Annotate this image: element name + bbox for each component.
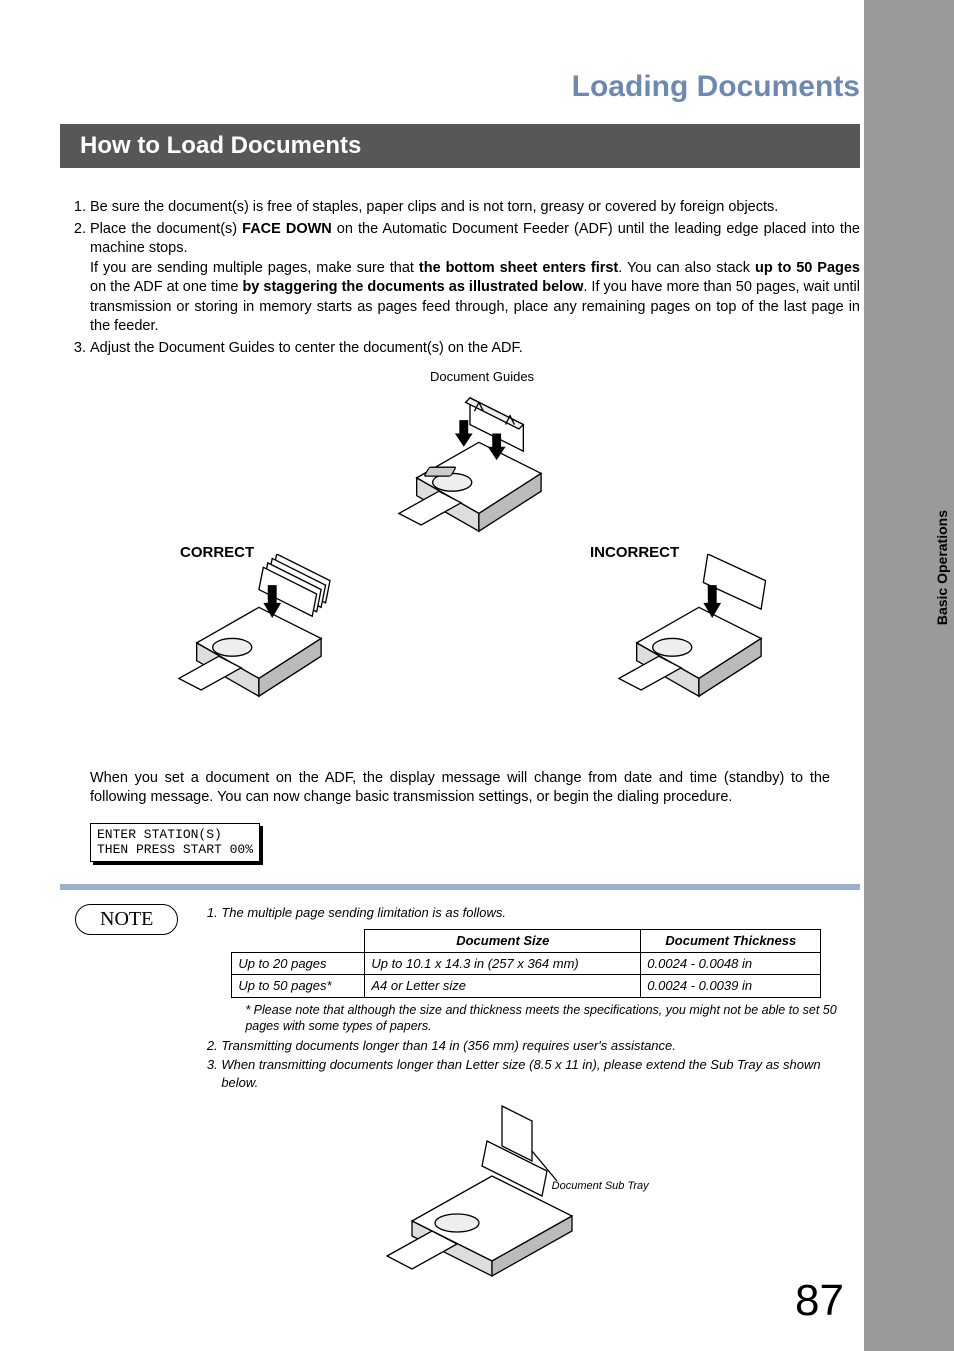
divider [60,884,860,890]
subtray-label: Document Sub Tray [552,1179,649,1194]
th-thickness: Document Thickness [641,930,821,953]
cell: Up to 50 pages* [232,975,365,998]
cell: A4 or Letter size [365,975,641,998]
step-2-bold-bottom: the bottom sheet enters first [419,260,618,276]
note-1-text: The multiple page sending limitation is … [221,905,506,920]
step-2-text4: . You can also stack [618,260,755,276]
step-2-text: Place the document(s) [90,221,242,237]
page-number: 87 [795,1276,844,1326]
step-2-bold-50: up to 50 Pages [755,260,860,276]
note-1: The multiple page sending limitation is … [221,904,860,1035]
section-heading: How to Load Documents [60,124,860,168]
cell: 0.0024 - 0.0048 in [641,952,821,975]
notes-body: The multiple page sending limitation is … [203,904,860,1281]
side-tab-label: Basic Operations [934,510,950,625]
steps-list: Be sure the document(s) is free of stapl… [70,198,860,359]
subtray-diagram: Document Sub Tray [372,1101,692,1281]
note-3: When transmitting documents longer than … [221,1056,860,1091]
spec-table: Document Size Document Thickness Up to 2… [231,929,821,998]
step-1: Be sure the document(s) is free of stapl… [90,198,860,218]
note-label: NOTE [75,904,178,935]
table-row: Up to 20 pages Up to 10.1 x 14.3 in (257… [232,952,821,975]
step-2-bold-stagger: by staggering the documents as illustrat… [242,279,583,295]
fax-diagram-center [380,389,560,549]
step-2-text5: on the ADF at one time [90,279,242,295]
th-size: Document Size [365,930,641,953]
diagram-area: Document Guides CORRECT INCORRECT [80,369,840,749]
lcd-display: ENTER STATION(S) THEN PRESS START 00% [90,823,260,862]
document-guides-label: Document Guides [430,369,534,384]
page-title: Loading Documents [60,70,860,104]
side-tab: Basic Operations [864,0,954,1351]
step-3: Adjust the Document Guides to center the… [90,339,860,359]
page-content: Loading Documents How to Load Documents … [60,60,860,1281]
fax-diagram-correct [160,554,340,714]
post-diagram-text: When you set a document on the ADF, the … [90,769,830,808]
fax-diagram-incorrect [600,554,780,714]
table-footnote: * Please note that although the size and… [245,1002,860,1035]
step-2-text3: If you are sending multiple pages, make … [90,260,419,276]
step-2-bold-facedown: FACE DOWN [242,221,332,237]
th-blank [232,930,365,953]
step-2: Place the document(s) FACE DOWN on the A… [90,220,860,337]
manual-page: Basic Operations Loading Documents How t… [0,0,954,1351]
cell: Up to 20 pages [232,952,365,975]
table-row: Up to 50 pages* A4 or Letter size 0.0024… [232,975,821,998]
note-section: NOTE The multiple page sending limitatio… [60,904,860,1281]
note-2: Transmitting documents longer than 14 in… [221,1037,860,1055]
cell: Up to 10.1 x 14.3 in (257 x 364 mm) [365,952,641,975]
cell: 0.0024 - 0.0039 in [641,975,821,998]
